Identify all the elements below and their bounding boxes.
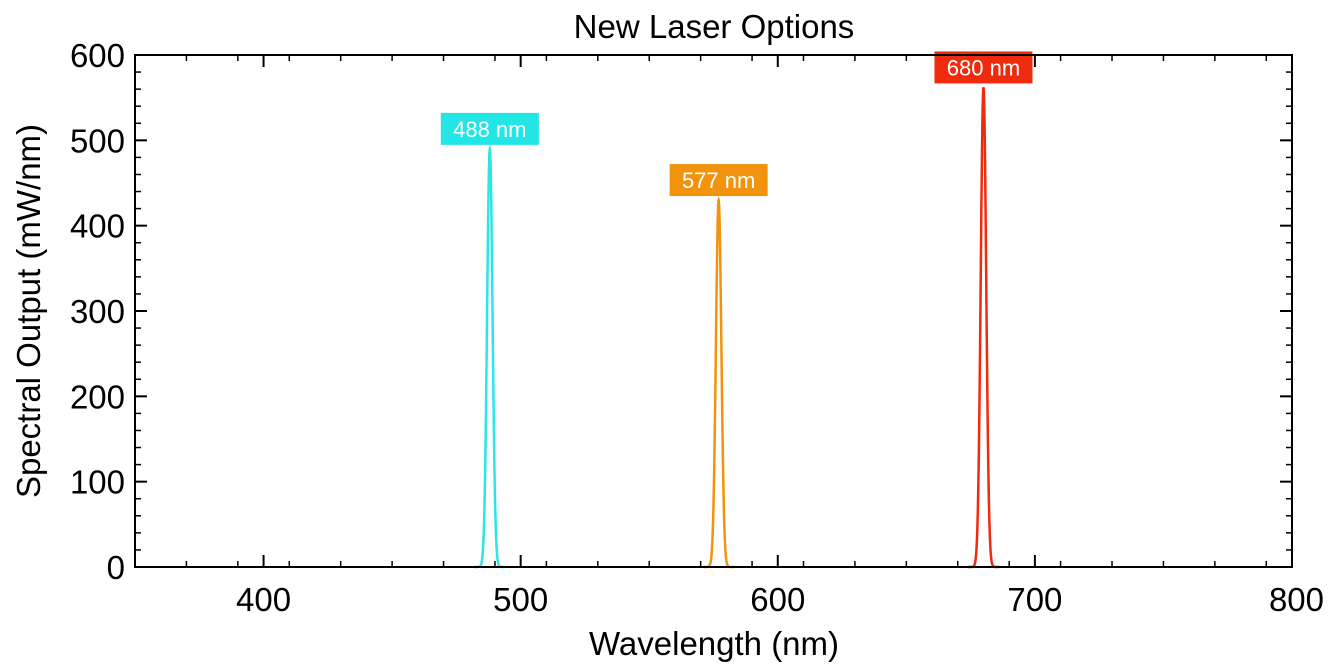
y-tick-label: 500 xyxy=(70,122,125,159)
chart-title: New Laser Options xyxy=(574,8,855,45)
peak-label-box xyxy=(669,164,768,197)
peak-label-text: 488 nm xyxy=(453,117,526,142)
series-line-577 xyxy=(703,196,735,569)
x-tick-label: 500 xyxy=(493,581,548,618)
y-tick-label: 300 xyxy=(70,293,125,330)
y-axis-label: Spectral Output (mW/nm) xyxy=(10,124,47,498)
y-tick-label: 100 xyxy=(70,464,125,501)
peak-label-680: 680 nm xyxy=(934,51,1033,84)
tick-labels: 400 500 600 700 800 0 100 200 300 400 500 600 xyxy=(70,37,1324,618)
peak-label-488: 488 nm xyxy=(440,112,539,145)
peak-label-577: 577 nm xyxy=(669,164,768,197)
y-tick-label: 200 xyxy=(70,378,125,415)
peak-label-box xyxy=(440,112,539,145)
plot-frame xyxy=(134,54,1293,568)
y-tick-label: 0 xyxy=(107,549,125,586)
series-layer xyxy=(474,87,999,569)
y-tick-label: 600 xyxy=(70,37,125,74)
peak-label-text: 577 nm xyxy=(682,168,755,193)
series-line-680 xyxy=(968,87,999,569)
x-tick-label: 700 xyxy=(1007,581,1062,618)
x-axis-label: Wavelength (nm) xyxy=(589,625,839,662)
x-tick-label: 800 xyxy=(1269,581,1324,618)
plot-area: 488 nm 577 nm 680 nm xyxy=(134,51,1293,569)
peak-labels: 488 nm 577 nm 680 nm xyxy=(440,51,1033,197)
x-tick-label: 400 xyxy=(236,581,291,618)
series-line-488 xyxy=(474,144,506,569)
peak-label-box xyxy=(934,51,1033,84)
peak-label-text: 680 nm xyxy=(947,55,1020,80)
x-tick-label: 600 xyxy=(750,581,805,618)
y-tick-label: 400 xyxy=(70,208,125,245)
